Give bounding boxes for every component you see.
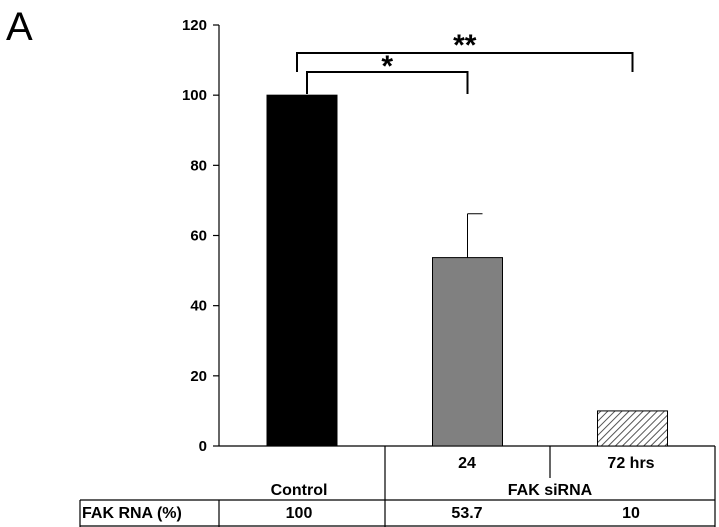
significance-star-0: * [381,50,393,83]
bars [266,94,668,447]
bar-2 [597,410,668,447]
table-value-24h: 53.7 [451,505,482,522]
significance-bracket-1 [296,52,634,72]
y-tick-label: 60 [190,228,207,245]
y-tick-label: 0 [199,438,207,455]
table-value-72h: 10 [622,505,640,522]
y-axis: 0 20 40 60 80 100 120 [182,17,715,455]
category-table: Control 24 72 hrs FAK siRNA FAK RNA (%) … [79,446,716,527]
y-tick-label: 80 [190,157,207,174]
category-label-24h: 24 [458,455,476,472]
table-value-control: 100 [286,505,313,522]
group-label-fak-sirna: FAK siRNA [508,482,593,499]
y-tick-label: 100 [182,87,207,104]
significance-star-1: ** [453,29,477,62]
y-tick-label: 40 [190,298,207,315]
y-tick-label: 20 [190,368,207,385]
table-row-label: FAK RNA (%) [82,505,182,522]
bar-0 [266,94,338,447]
category-label-control: Control [271,482,328,499]
category-label-72h: 72 hrs [607,455,654,472]
bar-1 [432,257,503,447]
significance-bracket-0 [306,71,469,94]
panel-label: A [6,5,33,49]
significance-brackets: *** [296,29,634,94]
y-tick-label: 120 [182,17,207,34]
